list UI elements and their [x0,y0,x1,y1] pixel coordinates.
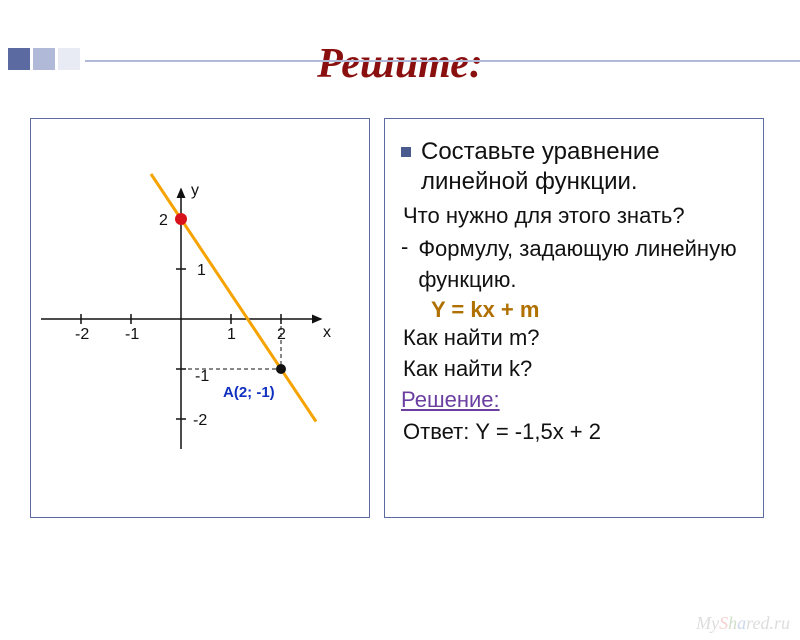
svg-text:A(2; -1): A(2; -1) [223,384,275,401]
linear-function-chart: xy-2-112-2-112A(2; -1) [31,119,371,519]
dash-bullet: - [401,234,408,260]
task-bullet-row: Составьте уравнение линейной функции. [401,137,747,197]
answer-text: Ответ: Y = -1,5x + 2 [403,417,747,448]
chart-panel: xy-2-112-2-112A(2; -1) [30,118,370,518]
svg-text:x: x [323,324,331,341]
content-row: xy-2-112-2-112A(2; -1) Составьте уравнен… [0,98,800,528]
watermark-pre: My [696,613,719,633]
task-question-1: Что нужно для этого знать? [403,201,747,232]
square-bullet-icon [401,147,411,157]
header-rule [85,60,800,62]
svg-text:-2: -2 [75,326,89,343]
svg-text:2: 2 [159,212,168,229]
watermark-h: h [728,613,737,633]
svg-text:y: y [191,182,199,199]
watermark-a: a [737,613,746,633]
svg-text:-1: -1 [195,368,209,385]
text-panel: Составьте уравнение линейной функции. Чт… [384,118,764,518]
watermark-rest: red.ru [746,613,790,633]
solution-link[interactable]: Решение: [401,387,747,413]
formula: Y = kx + m [431,297,747,323]
svg-text:1: 1 [227,326,236,343]
task-question-3: Как найти k? [403,354,747,385]
deco-square [8,48,30,70]
task-answer-row: - Формулу, задающую линейную функцию. [401,234,747,296]
deco-square [58,48,80,70]
corner-decoration [8,48,80,70]
task-answer-1: Формулу, задающую линейную функцию. [418,234,747,296]
task-question-2: Как найти m? [403,323,747,354]
deco-square [33,48,55,70]
watermark-s: S [719,613,728,633]
slide-title: Решите: [0,40,800,88]
svg-text:-1: -1 [125,326,139,343]
svg-text:1: 1 [197,262,206,279]
svg-text:-2: -2 [193,412,207,429]
watermark: MyShared.ru [696,613,790,634]
task-main: Составьте уравнение линейной функции. [421,137,747,197]
